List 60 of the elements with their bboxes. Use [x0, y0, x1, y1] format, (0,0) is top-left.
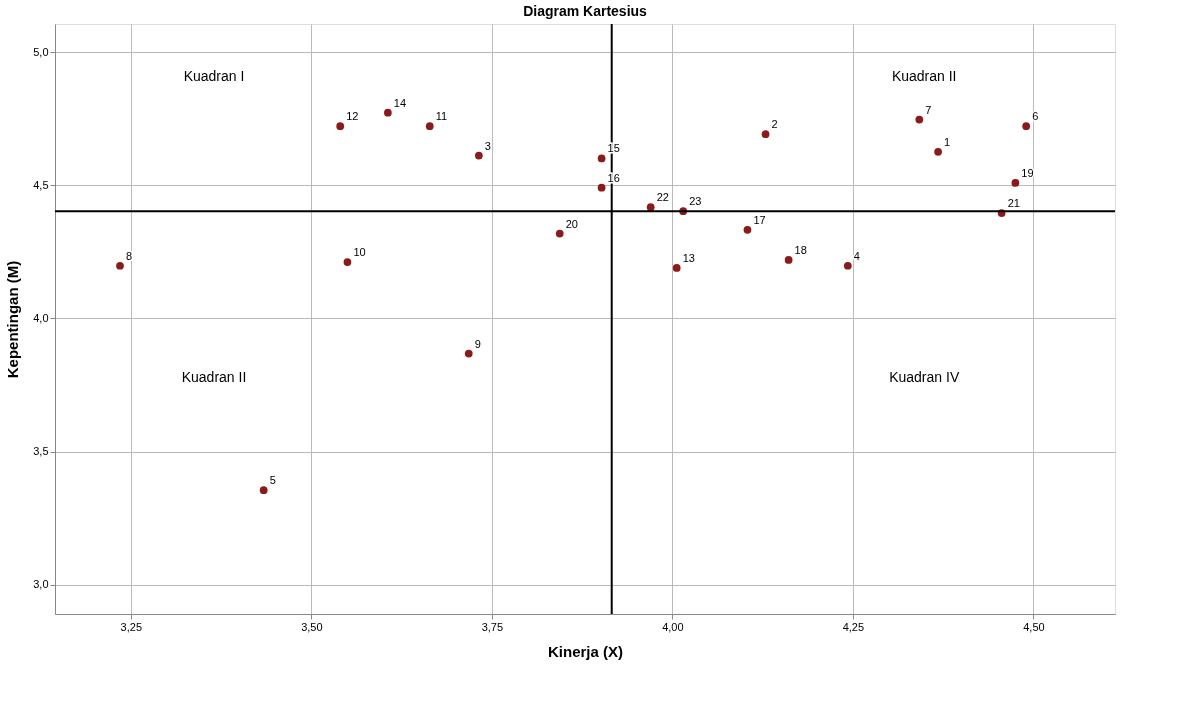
point	[259, 486, 268, 495]
y-tick-label: 4,0	[33, 311, 49, 324]
point	[464, 349, 473, 358]
point	[597, 183, 606, 192]
point	[915, 115, 924, 124]
annotation: 23	[689, 195, 702, 208]
annotation: 2	[771, 118, 778, 131]
chart-title: Diagram Kartesius	[523, 3, 648, 19]
point	[555, 229, 564, 238]
annotation: 17	[753, 213, 766, 226]
point	[743, 225, 752, 234]
x-tick-label: 3,25	[120, 620, 143, 633]
point	[1022, 122, 1031, 131]
point	[597, 154, 606, 163]
annotation: 12	[346, 110, 359, 123]
annotation: 18	[794, 243, 807, 256]
point	[934, 147, 942, 156]
x-axis-title: Kinerja (X)	[547, 642, 624, 660]
point	[116, 261, 124, 270]
point	[1011, 179, 1020, 187]
point	[474, 151, 483, 160]
point	[425, 122, 434, 131]
x-tick-label: 4,50	[1023, 620, 1045, 633]
annotation: 9	[474, 337, 481, 350]
annotation: Kuadran I	[183, 68, 245, 85]
annotation: 14	[393, 96, 407, 109]
y-tick-label: 3,5	[33, 445, 49, 458]
annotation: 6	[1032, 110, 1039, 123]
point	[646, 203, 655, 212]
annotation: 13	[682, 251, 695, 264]
y-tick-label: 4,5	[33, 178, 49, 191]
annotation: 20	[565, 217, 578, 230]
y-tick-label: 5,0	[33, 45, 49, 58]
annotation: Kuadran II	[181, 369, 247, 385]
point	[343, 258, 352, 266]
annotation: 8	[125, 249, 133, 262]
point	[672, 264, 681, 272]
annotation: 19	[1021, 166, 1034, 179]
annotation: 7	[925, 103, 932, 116]
x-tick-label: 3,50	[301, 620, 323, 633]
annotation: 3	[484, 139, 491, 152]
x-tick-label: 4,00	[662, 620, 684, 633]
y-axis-title: Kepentingan (M)	[4, 260, 22, 379]
annotation: 5	[269, 474, 276, 487]
point	[843, 261, 852, 270]
point	[336, 122, 345, 131]
y-tick-label: 3,0	[33, 578, 49, 591]
point	[761, 130, 770, 139]
annotation: Kuadran IV	[889, 369, 960, 385]
annotation: 21	[1007, 197, 1020, 210]
annotation: 4	[853, 249, 860, 262]
annotation: 22	[656, 191, 669, 204]
point	[784, 256, 793, 264]
point	[384, 108, 392, 117]
annotation: 11	[435, 110, 448, 123]
x-tick-label: 3,75	[481, 620, 504, 633]
annotation: 1	[944, 135, 951, 148]
annotation: Kuadran II	[891, 68, 957, 85]
x-tick-label: 4,25	[842, 620, 865, 633]
annotation: 10	[353, 246, 366, 259]
